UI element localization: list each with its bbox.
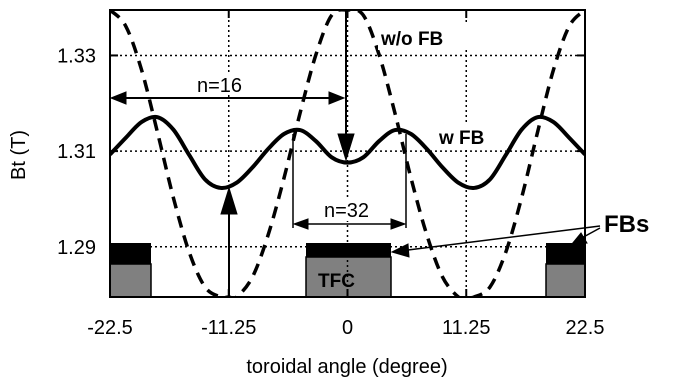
n32-label: n=32 xyxy=(324,200,369,222)
zero-arrowhead xyxy=(337,133,355,162)
n32-arrowhead-right xyxy=(390,218,407,230)
fbs-label: FBs xyxy=(604,211,649,238)
fb-block-left xyxy=(110,243,151,264)
annotation-lines xyxy=(109,10,601,297)
x-tick-label: 11.25 xyxy=(442,317,491,339)
y-tick-label: 1.33 xyxy=(57,45,96,67)
n16-arrowhead-left xyxy=(109,91,127,105)
tfc-block-left xyxy=(110,263,152,297)
w-fb-label-bg xyxy=(436,124,508,148)
series-layer xyxy=(110,10,585,297)
coil-layer xyxy=(110,243,585,297)
wo-fb-label-bg xyxy=(378,24,474,50)
axis-layer: -22.5 -11.25 0 11.25 22.5 1.29 1.31 1.33 xyxy=(57,10,604,339)
w-fb-label: w FB xyxy=(438,128,484,149)
n16-arrowhead-right xyxy=(328,91,346,105)
n32-label-bg xyxy=(322,197,380,221)
wo-fb-label: w/o FB xyxy=(380,29,443,50)
n16-label-bg xyxy=(194,73,264,95)
x-tick-label: -11.25 xyxy=(201,317,256,339)
series-line-with-fb xyxy=(110,114,585,191)
y-tick-label: 1.29 xyxy=(57,237,96,259)
n16-label: n=16 xyxy=(197,75,242,97)
fb-block-center xyxy=(306,243,391,257)
tfc-label: TFC xyxy=(318,271,355,292)
x-tick-label: -22.5 xyxy=(87,317,133,339)
n32-arrowhead-left xyxy=(292,218,309,230)
y-tick-label: 1.31 xyxy=(57,141,96,163)
fb-block-right xyxy=(546,243,585,264)
x-tick-label: 0 xyxy=(342,317,353,339)
fbs-pointer-center-head xyxy=(390,243,410,258)
annotation-text: w/o FB n=16 w FB n=32 FBs TFC xyxy=(194,24,649,292)
m11-arrowhead xyxy=(220,186,238,215)
series-line-without-fb xyxy=(110,10,585,297)
x-tick-label: 22.5 xyxy=(566,317,605,339)
y-axis-title: Bt (T) xyxy=(8,130,30,180)
tfc-block-right xyxy=(545,263,585,297)
x-axis-title: toroidal angle (degree) xyxy=(246,356,447,378)
fbs-pointer-center xyxy=(399,225,601,252)
